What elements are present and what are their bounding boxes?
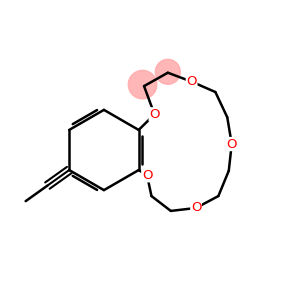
Text: O: O <box>149 108 160 121</box>
Circle shape <box>155 59 180 84</box>
Circle shape <box>128 70 157 99</box>
Text: O: O <box>226 138 237 151</box>
Text: O: O <box>191 202 201 214</box>
Text: O: O <box>186 75 197 88</box>
Text: O: O <box>142 169 152 182</box>
